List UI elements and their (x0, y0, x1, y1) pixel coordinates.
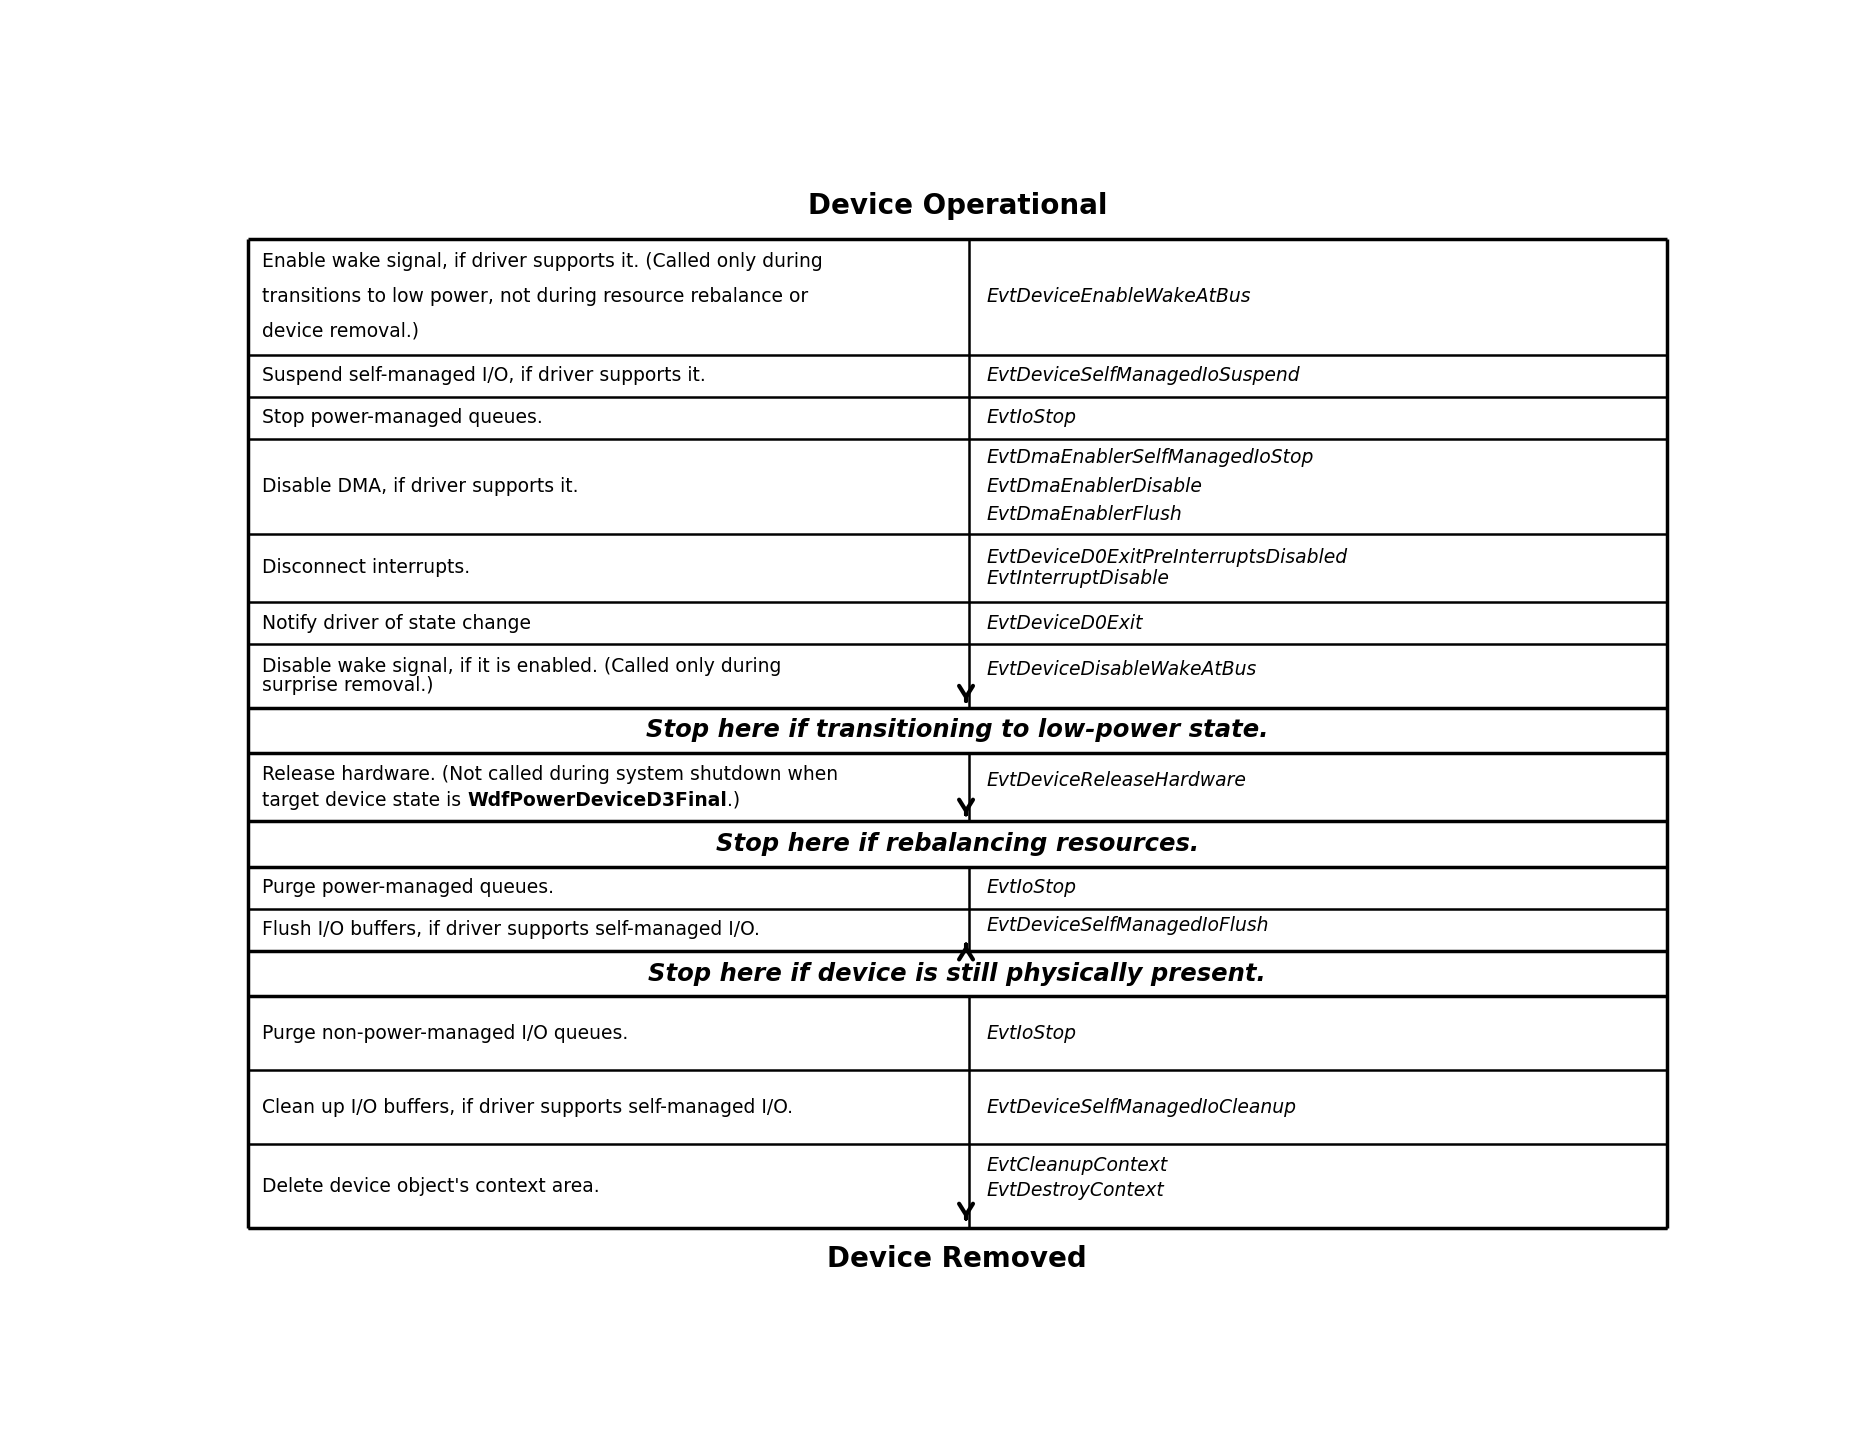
Text: EvtIoStop: EvtIoStop (986, 878, 1076, 897)
Text: EvtInterruptDisable: EvtInterruptDisable (986, 568, 1169, 588)
Text: Clean up I/O buffers, if driver supports self-managed I/O.: Clean up I/O buffers, if driver supports… (262, 1097, 794, 1117)
Text: Stop here if device is still physically present.: Stop here if device is still physically … (648, 962, 1267, 985)
Text: Stop here if transitioning to low-power state.: Stop here if transitioning to low-power … (646, 719, 1268, 742)
Text: Stop power-managed queues.: Stop power-managed queues. (262, 409, 544, 427)
Text: EvtDmaEnablerFlush: EvtDmaEnablerFlush (986, 506, 1182, 525)
Text: Disconnect interrupts.: Disconnect interrupts. (262, 558, 471, 578)
Text: EvtDeviceSelfManagedIoCleanup: EvtDeviceSelfManagedIoCleanup (986, 1097, 1296, 1117)
Text: Suspend self-managed I/O, if driver supports it.: Suspend self-managed I/O, if driver supp… (262, 367, 706, 385)
Text: surprise removal.): surprise removal.) (262, 677, 433, 696)
Text: device removal.): device removal.) (262, 322, 420, 341)
Text: Disable DMA, if driver supports it.: Disable DMA, if driver supports it. (262, 477, 579, 496)
Text: target device state is: target device state is (262, 791, 467, 810)
Text: Flush I/O buffers, if driver supports self-managed I/O.: Flush I/O buffers, if driver supports se… (262, 920, 760, 939)
Text: Device Removed: Device Removed (828, 1245, 1087, 1272)
Text: EvtDestroyContext: EvtDestroyContext (986, 1181, 1164, 1200)
Text: EvtDeviceReleaseHardware: EvtDeviceReleaseHardware (986, 771, 1246, 790)
Text: EvtIoStop: EvtIoStop (986, 409, 1076, 427)
Text: transitions to low power, not during resource rebalance or: transitions to low power, not during res… (262, 287, 809, 306)
Text: EvtDeviceSelfManagedIoSuspend: EvtDeviceSelfManagedIoSuspend (986, 367, 1300, 385)
Text: Device Operational: Device Operational (807, 193, 1108, 220)
Text: EvtDeviceD0Exit: EvtDeviceD0Exit (986, 614, 1143, 633)
Text: Enable wake signal, if driver supports it. (Called only during: Enable wake signal, if driver supports i… (262, 252, 824, 271)
Text: EvtDmaEnablerSelfManagedIoStop: EvtDmaEnablerSelfManagedIoStop (986, 448, 1313, 468)
Text: EvtIoStop: EvtIoStop (986, 1024, 1076, 1043)
Text: WdfPowerDeviceD3Final: WdfPowerDeviceD3Final (467, 791, 727, 810)
Text: Release hardware. (Not called during system shutdown when: Release hardware. (Not called during sys… (262, 765, 839, 784)
Text: EvtDeviceD0ExitPreInterruptsDisabled: EvtDeviceD0ExitPreInterruptsDisabled (986, 548, 1347, 567)
Text: Purge power-managed queues.: Purge power-managed queues. (262, 878, 555, 897)
Text: Delete device object's context area.: Delete device object's context area. (262, 1177, 600, 1195)
Text: EvtDeviceSelfManagedIoFlush: EvtDeviceSelfManagedIoFlush (986, 916, 1268, 935)
Text: EvtCleanupContext: EvtCleanupContext (986, 1155, 1168, 1175)
Text: Disable wake signal, if it is enabled. (Called only during: Disable wake signal, if it is enabled. (… (262, 656, 783, 677)
Text: .): .) (727, 791, 740, 810)
Text: Stop here if rebalancing resources.: Stop here if rebalancing resources. (715, 832, 1199, 856)
Text: EvtDeviceDisableWakeAtBus: EvtDeviceDisableWakeAtBus (986, 661, 1257, 680)
Text: EvtDmaEnablerDisable: EvtDmaEnablerDisable (986, 477, 1203, 496)
Text: EvtDeviceEnableWakeAtBus: EvtDeviceEnableWakeAtBus (986, 287, 1252, 306)
Text: Purge non-power-managed I/O queues.: Purge non-power-managed I/O queues. (262, 1024, 630, 1043)
Text: Notify driver of state change: Notify driver of state change (262, 614, 532, 633)
